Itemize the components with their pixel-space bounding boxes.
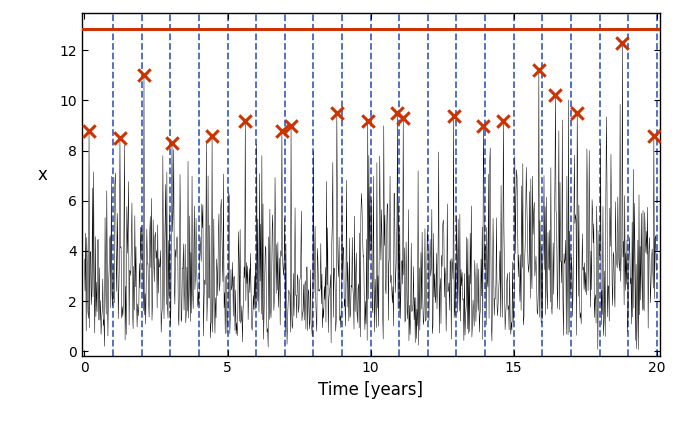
Point bbox=[478, 122, 489, 129]
Point bbox=[533, 67, 544, 74]
Point bbox=[649, 132, 660, 139]
Point bbox=[84, 127, 95, 134]
Point bbox=[572, 109, 583, 116]
Point bbox=[331, 109, 342, 116]
Point bbox=[550, 92, 561, 99]
Point bbox=[498, 117, 509, 124]
Point bbox=[207, 132, 218, 139]
Point bbox=[362, 117, 373, 124]
Point bbox=[167, 139, 177, 146]
Point bbox=[398, 114, 409, 121]
Point bbox=[617, 39, 628, 46]
X-axis label: Time [years]: Time [years] bbox=[318, 381, 423, 399]
Point bbox=[392, 109, 403, 116]
Point bbox=[139, 72, 150, 79]
Point bbox=[286, 122, 296, 129]
Y-axis label: x: x bbox=[37, 167, 48, 184]
Point bbox=[277, 127, 288, 134]
Point bbox=[448, 112, 459, 119]
Point bbox=[114, 135, 125, 142]
Point bbox=[240, 117, 251, 124]
